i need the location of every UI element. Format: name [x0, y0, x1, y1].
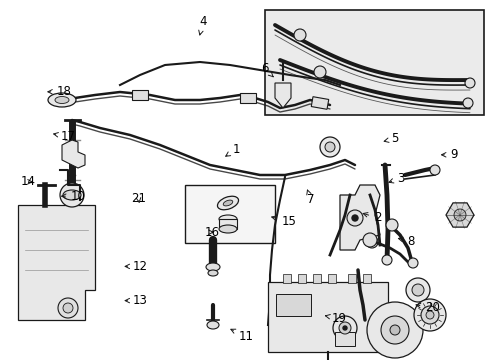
- Text: 8: 8: [398, 235, 413, 248]
- Text: 3: 3: [388, 172, 404, 185]
- Circle shape: [464, 78, 474, 88]
- Ellipse shape: [206, 321, 219, 329]
- Bar: [267, 282, 387, 352]
- Circle shape: [389, 325, 399, 335]
- Ellipse shape: [217, 196, 238, 210]
- Bar: [334, 332, 354, 346]
- Text: 14: 14: [20, 175, 36, 188]
- Bar: [184, 185, 274, 243]
- Circle shape: [425, 311, 433, 319]
- Circle shape: [453, 209, 465, 221]
- Polygon shape: [445, 203, 473, 227]
- Text: 21: 21: [131, 192, 146, 204]
- Circle shape: [380, 316, 408, 344]
- Bar: [311, 97, 328, 109]
- Text: 9: 9: [441, 148, 456, 161]
- Circle shape: [313, 66, 325, 78]
- Text: 15: 15: [271, 215, 295, 228]
- Text: 16: 16: [204, 226, 219, 239]
- Circle shape: [381, 255, 391, 265]
- Text: 17: 17: [54, 130, 76, 143]
- Circle shape: [462, 98, 472, 108]
- Text: 19: 19: [325, 312, 346, 325]
- Circle shape: [293, 29, 305, 41]
- Circle shape: [319, 137, 339, 157]
- Circle shape: [411, 284, 423, 296]
- Bar: [362, 274, 370, 283]
- Polygon shape: [18, 205, 95, 320]
- Bar: [132, 90, 148, 100]
- Bar: [312, 274, 320, 283]
- Text: 11: 11: [230, 329, 253, 343]
- Circle shape: [60, 183, 84, 207]
- Circle shape: [351, 215, 357, 221]
- Ellipse shape: [63, 190, 81, 200]
- Circle shape: [338, 322, 350, 334]
- Circle shape: [342, 326, 346, 330]
- Circle shape: [366, 302, 422, 358]
- Ellipse shape: [55, 96, 69, 104]
- Ellipse shape: [219, 225, 237, 233]
- Text: 7: 7: [306, 190, 314, 206]
- Bar: [327, 274, 335, 283]
- Text: 13: 13: [125, 294, 147, 307]
- Circle shape: [325, 142, 334, 152]
- Text: 6: 6: [260, 62, 273, 77]
- Circle shape: [332, 316, 356, 340]
- Circle shape: [58, 298, 78, 318]
- Text: 10: 10: [61, 190, 85, 203]
- Polygon shape: [339, 185, 379, 250]
- Circle shape: [405, 278, 429, 302]
- Text: 1: 1: [225, 143, 239, 156]
- Ellipse shape: [219, 215, 237, 223]
- Text: 5: 5: [384, 132, 398, 145]
- Bar: [297, 274, 305, 283]
- Circle shape: [365, 236, 377, 248]
- Circle shape: [362, 233, 376, 247]
- Circle shape: [429, 165, 439, 175]
- Ellipse shape: [207, 270, 218, 276]
- Bar: [347, 274, 355, 283]
- Polygon shape: [274, 83, 290, 108]
- Bar: [283, 274, 290, 283]
- Text: 4: 4: [198, 15, 206, 35]
- Circle shape: [420, 306, 438, 324]
- Circle shape: [407, 258, 417, 268]
- Ellipse shape: [205, 263, 220, 271]
- Bar: [219, 219, 237, 229]
- Text: 12: 12: [125, 260, 148, 273]
- Ellipse shape: [223, 200, 232, 206]
- Bar: [240, 93, 256, 103]
- Text: 20: 20: [415, 301, 439, 314]
- Circle shape: [63, 303, 73, 313]
- Bar: [275, 294, 310, 316]
- Polygon shape: [62, 140, 85, 168]
- Ellipse shape: [48, 93, 76, 107]
- Circle shape: [385, 219, 397, 231]
- Text: 2: 2: [363, 211, 381, 224]
- Circle shape: [346, 210, 362, 226]
- Bar: [264, 10, 483, 115]
- Text: 18: 18: [48, 85, 71, 98]
- Circle shape: [413, 299, 445, 331]
